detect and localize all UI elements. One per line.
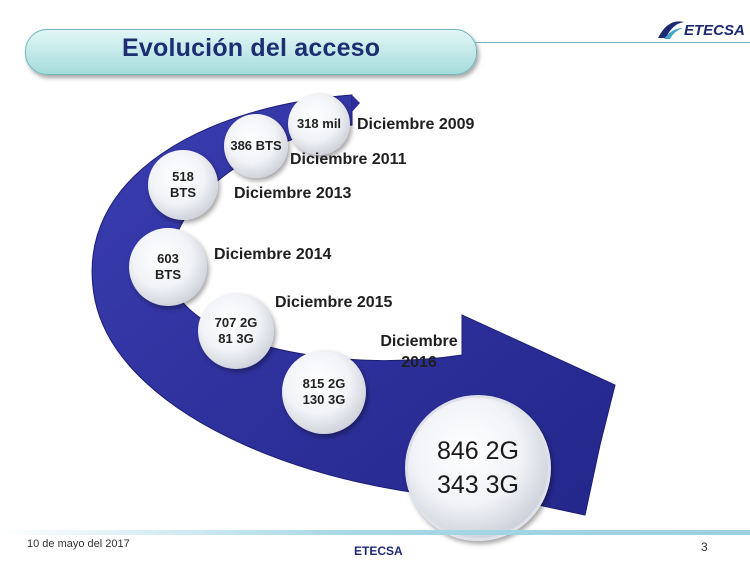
timeline-date-label: Diciembre 2011 [290,151,407,168]
timeline-value-line: 603 [157,251,179,266]
title-banner [25,29,477,75]
timeline-value-line: 130 3G [302,392,346,407]
timeline-date-label: Diciembre 2014 [214,246,332,263]
timeline-value-line: 343 3G [436,471,519,499]
timeline-value-circle: 815 2G 130 3G [282,350,366,434]
timeline-date-label: Diciembre 2013 [234,185,352,202]
timeline-value-line: 81 3G [218,331,254,346]
timeline-date-label: Diciembre 2015 [275,294,393,311]
timeline-date-label: Diciembre 2009 [357,116,475,133]
timeline-value-line: BTS [170,185,196,200]
timeline-value-line: 386 BTS [230,138,282,153]
timeline-value-line: 707 2G [214,315,258,330]
logo-text: ETECSA [684,22,745,39]
etecsa-logo-icon [658,21,684,39]
timeline-value-circle: 386 BTS [224,114,288,178]
timeline-value-circle: 846 2G 343 3G [405,395,551,541]
footer-date: 10 de mayo del 2017 [27,538,130,550]
timeline-value-circle: 603 BTS [129,228,207,306]
timeline-value-line: 318 mil [296,116,342,131]
timeline-value-circle: 318 mil [288,93,350,155]
timeline-value-line: 846 2G [436,437,519,465]
header-rule [475,42,750,43]
page-number: 3 [701,540,708,554]
timeline-value-circle: 518 BTS [148,150,218,220]
footer-rule [0,530,750,535]
timeline-value-line: 518 [172,169,194,184]
timeline-value-line: 815 2G [302,376,346,391]
timeline-value-circle: 707 2G 81 3G [198,293,274,369]
footer-brand: ETECSA [354,544,403,558]
timeline-date-label: Diciembre 2016 [380,333,458,371]
timeline-value-line: BTS [155,267,181,282]
slide-title: Evolución del acceso [122,34,381,62]
